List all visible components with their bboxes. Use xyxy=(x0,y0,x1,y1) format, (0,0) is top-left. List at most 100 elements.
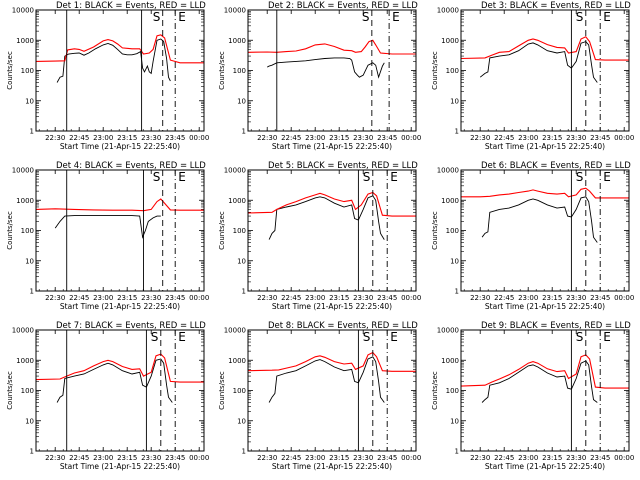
x-tick-label: 23:00 xyxy=(305,454,325,462)
y-tick-label: 10000 xyxy=(224,167,246,175)
x-axis-label: Start Time (21-Apr-15 22:25:40) xyxy=(272,302,392,311)
series-lld-line xyxy=(460,36,629,61)
y-tick-label: 100 xyxy=(21,67,34,75)
y-axis-label: Counts/sec xyxy=(218,371,226,410)
y-tick-label: 10 xyxy=(450,417,459,425)
y-tick-label: 10 xyxy=(237,257,246,265)
y-tick-label: 10 xyxy=(237,417,246,425)
x-tick-label: 23:30 xyxy=(353,134,373,142)
x-tick-label: 22:30 xyxy=(45,134,65,142)
x-tick-label: 00:00 xyxy=(189,294,209,302)
y-tick-label: 1 xyxy=(455,448,459,456)
marker-label-e: E xyxy=(603,10,611,24)
panel-det-5: Det 5: BLACK = Events, RED = LLD 22:30 22:… xyxy=(218,161,421,311)
x-tick-label: 23:00 xyxy=(518,294,538,302)
y-tick-label: 1 xyxy=(30,128,34,136)
x-tick-label: 22:30 xyxy=(470,454,490,462)
x-tick-label: 23:15 xyxy=(329,294,349,302)
panel-title: Det 6: BLACK = Events, RED = LLD xyxy=(481,161,631,171)
series-lld-line xyxy=(247,351,416,372)
y-tick-label: 1000 xyxy=(228,37,246,45)
x-tick-label: 23:30 xyxy=(566,454,586,462)
x-tick-label: 23:15 xyxy=(329,454,349,462)
axes-frame xyxy=(35,9,205,132)
x-tick-label: 22:45 xyxy=(281,454,301,462)
y-tick-label: 10000 xyxy=(437,167,459,175)
x-tick-label: 23:15 xyxy=(542,454,562,462)
x-tick-label: 23:45 xyxy=(590,294,610,302)
y-tick-label: 10000 xyxy=(437,327,459,335)
panel-title: Det 2: BLACK = Events, RED = LLD xyxy=(268,1,418,11)
marker-label-s: S xyxy=(362,10,370,24)
x-tick-label: 23:30 xyxy=(141,134,161,142)
panel-title: Det 8: BLACK = Events, RED = LLD xyxy=(268,321,418,331)
series-events-line xyxy=(56,358,173,403)
axes-frame xyxy=(35,169,205,292)
y-tick-label: 10000 xyxy=(12,7,34,15)
series-events-line xyxy=(481,196,598,243)
y-axis-label: Counts/sec xyxy=(6,51,14,90)
x-tick-label: 23:00 xyxy=(305,134,325,142)
y-axis-label: Counts/sec xyxy=(431,371,439,410)
y-tick-label: 100 xyxy=(446,387,459,395)
x-tick-label: 23:15 xyxy=(117,294,137,302)
y-axis-label: Counts/sec xyxy=(431,51,439,90)
axes-frame xyxy=(460,329,630,452)
panel-title: Det 3: BLACK = Events, RED = LLD xyxy=(481,1,631,11)
x-tick-label: 23:30 xyxy=(141,454,161,462)
x-tick-label: 23:15 xyxy=(542,134,562,142)
y-tick-label: 100 xyxy=(233,67,246,75)
x-tick-label: 22:30 xyxy=(470,134,490,142)
y-tick-label: 1000 xyxy=(441,197,459,205)
panel-det-7: Det 7: BLACK = Events, RED = LLD 22:30 22:… xyxy=(6,321,209,471)
y-axis-label: Counts/sec xyxy=(6,371,14,410)
marker-label-s: S xyxy=(576,170,584,184)
y-axis-label: Counts/sec xyxy=(6,211,14,250)
x-tick-label: 22:30 xyxy=(45,454,65,462)
y-tick-label: 10000 xyxy=(437,7,459,15)
x-tick-label: 23:00 xyxy=(305,294,325,302)
panel-title: Det 7: BLACK = Events, RED = LLD xyxy=(56,321,206,331)
series-lld-line xyxy=(460,354,629,389)
series-events-line xyxy=(268,356,385,403)
x-tick-label: 23:00 xyxy=(93,454,113,462)
x-tick-label: 23:30 xyxy=(353,454,373,462)
marker-label-e: E xyxy=(178,330,186,344)
x-tick-label: 23:30 xyxy=(566,134,586,142)
y-tick-label: 10 xyxy=(237,97,246,105)
x-tick-label: 23:30 xyxy=(353,294,373,302)
series-events-line xyxy=(266,57,385,79)
panel-det-8: Det 8: BLACK = Events, RED = LLD 22:30 22:… xyxy=(218,321,421,471)
marker-label-e: E xyxy=(603,330,611,344)
marker-label-s: S xyxy=(363,170,371,184)
x-tick-label: 23:15 xyxy=(542,294,562,302)
marker-label-s: S xyxy=(153,170,161,184)
y-axis-label: Counts/sec xyxy=(218,51,226,90)
marker-label-s: S xyxy=(576,10,584,24)
series-lld-line xyxy=(247,191,416,217)
x-tick-label: 23:00 xyxy=(518,134,538,142)
y-tick-label: 10 xyxy=(25,417,34,425)
y-tick-label: 10 xyxy=(450,97,459,105)
series-events-line xyxy=(268,195,385,240)
y-axis-label: Counts/sec xyxy=(431,211,439,250)
panel-det-4: Det 4: BLACK = Events, RED = LLD 22:30 22:… xyxy=(6,161,209,311)
x-tick-label: 22:30 xyxy=(45,294,65,302)
marker-label-e: E xyxy=(178,170,186,184)
axes-frame xyxy=(247,329,417,452)
panel-det-3: Det 3: BLACK = Events, RED = LLD 22:30 22:… xyxy=(431,1,634,151)
x-tick-label: 23:45 xyxy=(590,134,610,142)
panel-title: Det 1: BLACK = Events, RED = LLD xyxy=(56,1,206,11)
x-tick-label: 22:45 xyxy=(281,294,301,302)
marker-label-e: E xyxy=(390,330,398,344)
x-tick-label: 23:45 xyxy=(165,294,185,302)
x-tick-label: 23:30 xyxy=(141,294,161,302)
x-axis-label: Start Time (21-Apr-15 22:25:40) xyxy=(485,302,605,311)
marker-label-s: S xyxy=(151,330,159,344)
x-tick-label: 23:00 xyxy=(93,134,113,142)
x-tick-label: 00:00 xyxy=(614,454,634,462)
marker-label-s: S xyxy=(576,330,584,344)
x-tick-label: 22:30 xyxy=(257,294,277,302)
axes-frame xyxy=(247,169,417,292)
